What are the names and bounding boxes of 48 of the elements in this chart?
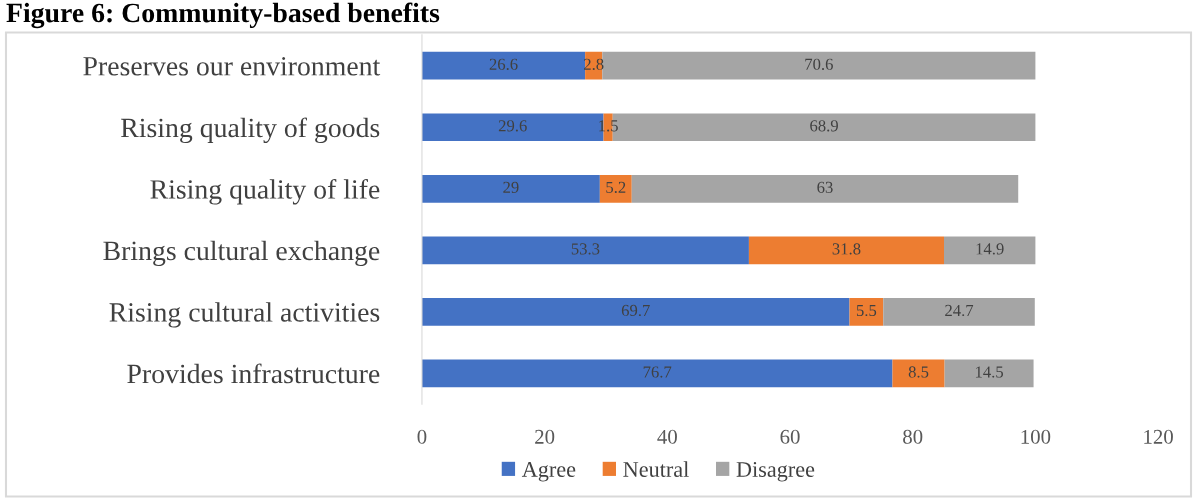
data-label: 24.7 <box>945 304 974 317</box>
legend-label: Agree <box>521 462 576 482</box>
data-label: 29.6 <box>498 120 527 132</box>
bar <box>421 236 749 265</box>
data-label: 14.5 <box>975 366 1004 378</box>
bar <box>631 174 1019 203</box>
legend-label: Neutral <box>623 461 689 477</box>
bar <box>421 51 586 80</box>
x-tick-label: 80 <box>903 429 923 444</box>
data-label: 5.5 <box>856 304 877 317</box>
data-label: 1.5 <box>599 120 618 132</box>
data-label: 63 <box>817 181 833 193</box>
data-label: 8.5 <box>908 366 929 378</box>
x-tick-label: 100 <box>1021 429 1051 444</box>
data-label: 26.6 <box>489 58 518 70</box>
y-tick-label: Rising cultural activities <box>109 302 380 328</box>
data-label: 14.9 <box>976 243 1004 255</box>
y-tick-label: Provides infrastructure <box>127 363 380 384</box>
legend-label: Disagree <box>736 461 815 482</box>
bar <box>892 359 945 388</box>
x-tick-label: 120 <box>1144 429 1173 444</box>
y-tick-label: Brings cultural exchange <box>103 240 380 266</box>
x-tick-label: 20 <box>535 429 555 444</box>
bar <box>421 298 850 326</box>
data-label: 5.2 <box>606 181 626 194</box>
bar <box>944 236 1036 265</box>
data-label: 69.7 <box>621 304 650 317</box>
y-tick-label: Preserves our environment <box>83 56 381 76</box>
bar <box>599 174 632 203</box>
bar <box>883 298 1035 326</box>
x-tick-label: 40 <box>657 429 677 444</box>
bar <box>602 51 1036 80</box>
y-tick-label: Rising quality of goods <box>121 117 380 144</box>
data-label: 29 <box>503 181 519 193</box>
chart-title: Figure 6: Community-based benefits <box>6 2 440 29</box>
bar <box>421 359 893 388</box>
bar <box>748 236 944 265</box>
y-tick-label: Rising quality of life <box>150 179 380 205</box>
bar <box>849 298 884 326</box>
data-label: 68.9 <box>810 120 838 132</box>
bar <box>421 174 600 203</box>
x-tick-label: 0 <box>417 429 427 444</box>
data-label: 70.6 <box>805 58 833 70</box>
data-label: 53.3 <box>571 243 600 255</box>
data-label: 76.7 <box>643 366 672 378</box>
data-label: 31.8 <box>832 243 861 255</box>
x-tick-label: 60 <box>780 429 800 444</box>
bar <box>944 359 1034 388</box>
